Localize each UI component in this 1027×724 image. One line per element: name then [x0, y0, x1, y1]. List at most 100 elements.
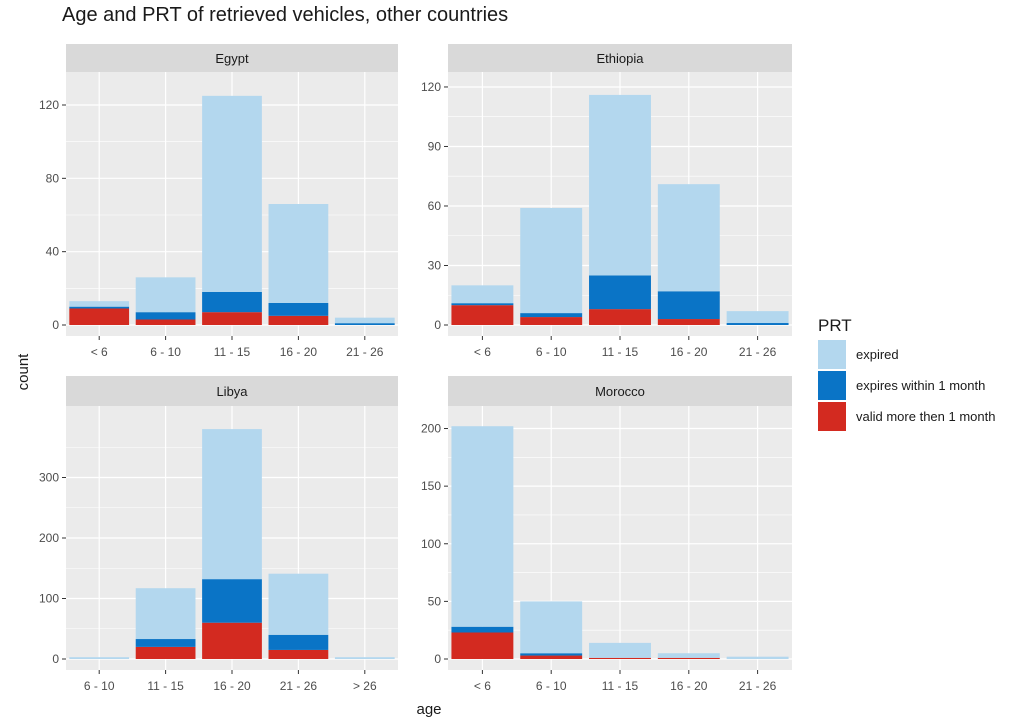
strip-background-morocco	[448, 376, 792, 406]
bar-egypt-21-26-expired	[334, 317, 395, 324]
bar-egypt-6-valid-more-then-1-month	[69, 308, 130, 325]
bar-morocco-11-15-expired	[589, 642, 651, 658]
x-tick-label-ethiopia: 16 - 20	[670, 345, 708, 359]
x-tick-label-ethiopia: 6 - 10	[536, 345, 567, 359]
x-tick-label-ethiopia: 11 - 15	[602, 345, 639, 359]
y-tick-label-ethiopia: 90	[428, 139, 442, 153]
bar-libya-16-20-expires-within-1-month	[202, 579, 262, 623]
bar-ethiopia-21-26-expires-within-1-month	[726, 323, 789, 325]
facet-morocco: Morocco 0 50 100 150 200 < 6 6 - 10 11 - 15 16 - …	[421, 376, 792, 693]
legend-key-valid-more-then-1-month	[818, 402, 846, 431]
y-tick-label-ethiopia: 60	[428, 199, 442, 213]
bar-libya-21-26-expired	[268, 573, 329, 635]
x-tick-label-egypt: 6 - 10	[150, 345, 181, 359]
bar-morocco-6-10-valid-more-then-1-month	[520, 655, 583, 659]
y-axis-title: count	[15, 353, 32, 391]
bar-libya-6-10-expired	[69, 657, 130, 659]
bar-ethiopia-6-10-expired	[520, 207, 583, 314]
legend-key-expired	[818, 340, 846, 369]
bar-egypt-6-10-valid-more-then-1-month	[135, 319, 196, 325]
legend-title: PRT	[818, 316, 852, 335]
x-tick-label-libya: 6 - 10	[84, 679, 115, 693]
y-tick-label-ethiopia: 120	[421, 80, 441, 94]
bar-libya-11-15-expired	[135, 588, 196, 640]
chart-title: Age and PRT of retrieved vehicles, other…	[62, 4, 509, 26]
x-tick-label-libya: 11 - 15	[147, 679, 184, 693]
x-tick-label-libya: 16 - 20	[213, 679, 251, 693]
bar-ethiopia-16-20-expired	[657, 184, 720, 292]
bar-morocco-6-10-expires-within-1-month	[520, 653, 583, 656]
y-tick-label-libya: 0	[52, 652, 59, 666]
bar-morocco-16-20-expired	[657, 653, 720, 658]
strip-label-ethiopia: Ethiopia	[597, 51, 645, 66]
y-tick-label-libya: 200	[39, 531, 59, 545]
bar-egypt-11-15-valid-more-then-1-month	[202, 312, 262, 325]
bar-ethiopia-21-26-expired	[726, 311, 789, 324]
bar-egypt-11-15-expires-within-1-month	[202, 292, 262, 313]
bar-morocco-11-15-valid-more-then-1-month	[589, 657, 651, 659]
y-tick-label-libya: 100	[39, 592, 59, 606]
legend-key-expires-within-1-month	[818, 371, 846, 400]
facet-egypt: Egypt 0 40 80 120 < 6 6 - 10 11 - 15 16 - 20 21 -…	[39, 44, 398, 359]
y-tick-label-egypt: 0	[52, 318, 59, 332]
bar-libya-16-20-expired	[202, 429, 262, 580]
strip-background-egypt	[66, 44, 398, 72]
x-tick-label-morocco: < 6	[474, 679, 491, 693]
strip-label-morocco: Morocco	[595, 384, 645, 399]
bar-egypt-11-15-expired	[202, 95, 262, 292]
x-tick-label-morocco: 11 - 15	[602, 679, 639, 693]
y-tick-label-libya: 300	[39, 471, 59, 485]
y-tick-label-morocco: 0	[434, 652, 441, 666]
y-tick-label-ethiopia: 30	[428, 258, 442, 272]
x-tick-label-egypt: 11 - 15	[214, 345, 251, 359]
x-tick-label-morocco: 21 - 26	[739, 679, 777, 693]
bar-morocco-6-expired	[451, 426, 514, 627]
bar-morocco-6-valid-more-then-1-month	[451, 632, 514, 659]
x-tick-label-ethiopia: 21 - 26	[739, 345, 777, 359]
legend-label-expired: expired	[856, 347, 899, 362]
x-axis-title: age	[416, 701, 441, 718]
bar-egypt-6-10-expired	[135, 277, 196, 313]
facet-ethiopia: Ethiopia 0 30 60 90 120 < 6 6 - 10 11 - 15 16 - 2…	[421, 44, 792, 359]
x-tick-label-egypt: 21 - 26	[346, 345, 384, 359]
x-tick-label-egypt: < 6	[91, 345, 108, 359]
y-tick-label-egypt: 120	[39, 98, 59, 112]
strip-background-libya	[66, 376, 398, 406]
bar-egypt-21-26-expires-within-1-month	[334, 323, 395, 325]
legend-label-valid-more-then-1-month: valid more then 1 month	[856, 409, 995, 424]
bar-libya-11-15-expires-within-1-month	[135, 639, 196, 647]
bar-ethiopia-11-15-valid-more-then-1-month	[589, 309, 651, 325]
x-tick-label-libya: 21 - 26	[280, 679, 318, 693]
x-tick-label-libya: > 26	[353, 679, 377, 693]
x-tick-label-morocco: 6 - 10	[536, 679, 567, 693]
strip-label-egypt: Egypt	[215, 51, 249, 66]
bar-libya-26-expired	[334, 657, 395, 659]
x-tick-label-egypt: 16 - 20	[280, 345, 318, 359]
bar-morocco-6-10-expired	[520, 601, 583, 654]
x-tick-label-ethiopia: < 6	[474, 345, 491, 359]
bar-morocco-16-20-valid-more-then-1-month	[657, 657, 720, 659]
y-tick-label-morocco: 50	[428, 594, 442, 608]
bar-libya-21-26-expires-within-1-month	[268, 634, 329, 650]
bar-egypt-6-expired	[69, 301, 130, 307]
bar-libya-11-15-valid-more-then-1-month	[135, 646, 196, 659]
x-tick-label-morocco: 16 - 20	[670, 679, 708, 693]
y-tick-label-ethiopia: 0	[434, 318, 441, 332]
bar-morocco-6-expires-within-1-month	[451, 626, 514, 633]
y-tick-label-morocco: 100	[421, 537, 441, 551]
bar-ethiopia-16-20-expires-within-1-month	[657, 291, 720, 320]
legend-label-expires-within-1-month: expires within 1 month	[856, 378, 985, 393]
bar-egypt-6-10-expires-within-1-month	[135, 312, 196, 320]
facet-libya: Libya 0 100 200 300 6 - 10 11 - 15 16 - 20 21 - …	[39, 376, 398, 693]
bar-morocco-21-26-expired	[726, 656, 789, 659]
strip-label-libya: Libya	[216, 384, 248, 399]
strip-background-ethiopia	[448, 44, 792, 72]
bar-ethiopia-16-20-valid-more-then-1-month	[657, 319, 720, 325]
bar-ethiopia-6-10-expires-within-1-month	[520, 313, 583, 318]
bar-ethiopia-6-10-valid-more-then-1-month	[520, 317, 583, 325]
y-tick-label-egypt: 80	[46, 171, 60, 185]
bar-egypt-16-20-valid-more-then-1-month	[268, 315, 329, 325]
y-tick-label-morocco: 150	[421, 479, 441, 493]
